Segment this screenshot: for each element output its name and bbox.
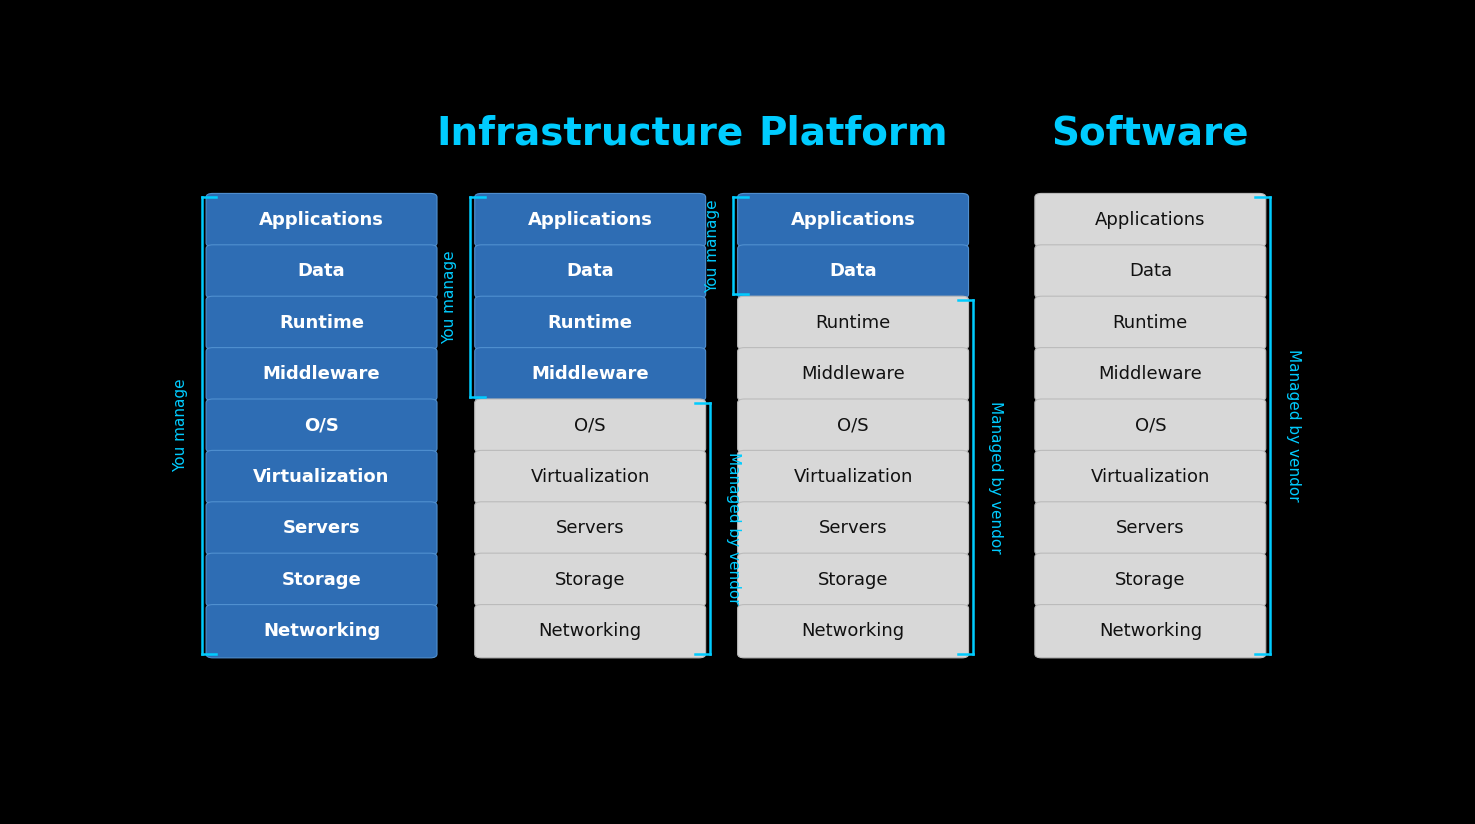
FancyBboxPatch shape <box>1035 296 1266 349</box>
Text: Virtualization: Virtualization <box>531 468 650 486</box>
FancyBboxPatch shape <box>738 605 969 658</box>
Text: Virtualization: Virtualization <box>794 468 913 486</box>
FancyBboxPatch shape <box>475 296 705 349</box>
Text: Applications: Applications <box>528 211 652 229</box>
FancyBboxPatch shape <box>475 399 705 452</box>
FancyBboxPatch shape <box>207 245 437 298</box>
FancyBboxPatch shape <box>738 399 969 452</box>
Text: Storage: Storage <box>1115 571 1186 589</box>
FancyBboxPatch shape <box>1035 502 1266 555</box>
Text: Runtime: Runtime <box>1112 314 1187 332</box>
Text: Networking: Networking <box>1099 622 1202 640</box>
Text: Middleware: Middleware <box>263 365 381 383</box>
FancyBboxPatch shape <box>475 451 705 503</box>
FancyBboxPatch shape <box>475 348 705 401</box>
FancyBboxPatch shape <box>475 553 705 606</box>
Text: You manage: You manage <box>442 250 457 344</box>
FancyBboxPatch shape <box>1035 553 1266 606</box>
FancyBboxPatch shape <box>738 553 969 606</box>
Text: Data: Data <box>829 263 878 280</box>
FancyBboxPatch shape <box>207 502 437 555</box>
Text: Applications: Applications <box>1094 211 1205 229</box>
Text: Servers: Servers <box>819 519 888 537</box>
FancyBboxPatch shape <box>1035 194 1266 246</box>
Text: Networking: Networking <box>538 622 642 640</box>
FancyBboxPatch shape <box>1035 245 1266 298</box>
Text: Infrastructure: Infrastructure <box>437 115 743 152</box>
FancyBboxPatch shape <box>738 245 969 298</box>
Text: You manage: You manage <box>174 379 189 472</box>
FancyBboxPatch shape <box>207 605 437 658</box>
Text: Middleware: Middleware <box>531 365 649 383</box>
Text: Runtime: Runtime <box>547 314 633 332</box>
FancyBboxPatch shape <box>207 348 437 401</box>
Text: Runtime: Runtime <box>816 314 891 332</box>
Text: Managed by vendor: Managed by vendor <box>726 452 740 605</box>
Text: Managed by vendor: Managed by vendor <box>1286 349 1301 502</box>
Text: Servers: Servers <box>283 519 360 537</box>
Text: Storage: Storage <box>282 571 361 589</box>
FancyBboxPatch shape <box>738 194 969 246</box>
Text: Virtualization: Virtualization <box>254 468 389 486</box>
FancyBboxPatch shape <box>1035 399 1266 452</box>
FancyBboxPatch shape <box>475 502 705 555</box>
Text: O/S: O/S <box>1134 417 1167 434</box>
Text: Platform: Platform <box>758 115 948 152</box>
FancyBboxPatch shape <box>207 194 437 246</box>
Text: Storage: Storage <box>555 571 625 589</box>
Text: Storage: Storage <box>817 571 888 589</box>
FancyBboxPatch shape <box>738 451 969 503</box>
Text: You manage: You manage <box>705 199 720 293</box>
FancyBboxPatch shape <box>207 399 437 452</box>
FancyBboxPatch shape <box>475 245 705 298</box>
FancyBboxPatch shape <box>207 451 437 503</box>
Text: Applications: Applications <box>260 211 384 229</box>
Text: Virtualization: Virtualization <box>1090 468 1210 486</box>
Text: Middleware: Middleware <box>801 365 906 383</box>
Text: Data: Data <box>298 263 345 280</box>
FancyBboxPatch shape <box>738 348 969 401</box>
FancyBboxPatch shape <box>475 194 705 246</box>
Text: Servers: Servers <box>1117 519 1184 537</box>
FancyBboxPatch shape <box>738 296 969 349</box>
FancyBboxPatch shape <box>475 605 705 658</box>
Text: O/S: O/S <box>574 417 606 434</box>
Text: Managed by vendor: Managed by vendor <box>988 400 1003 554</box>
Text: Data: Data <box>1128 263 1171 280</box>
Text: Middleware: Middleware <box>1099 365 1202 383</box>
Text: Software: Software <box>1052 115 1249 152</box>
FancyBboxPatch shape <box>207 553 437 606</box>
Text: Runtime: Runtime <box>279 314 364 332</box>
Text: Data: Data <box>566 263 614 280</box>
Text: Networking: Networking <box>263 622 381 640</box>
Text: Servers: Servers <box>556 519 624 537</box>
FancyBboxPatch shape <box>738 502 969 555</box>
Text: Applications: Applications <box>791 211 916 229</box>
FancyBboxPatch shape <box>1035 605 1266 658</box>
FancyBboxPatch shape <box>207 296 437 349</box>
Text: O/S: O/S <box>838 417 869 434</box>
FancyBboxPatch shape <box>1035 451 1266 503</box>
FancyBboxPatch shape <box>1035 348 1266 401</box>
Text: O/S: O/S <box>304 417 339 434</box>
Text: Networking: Networking <box>801 622 904 640</box>
